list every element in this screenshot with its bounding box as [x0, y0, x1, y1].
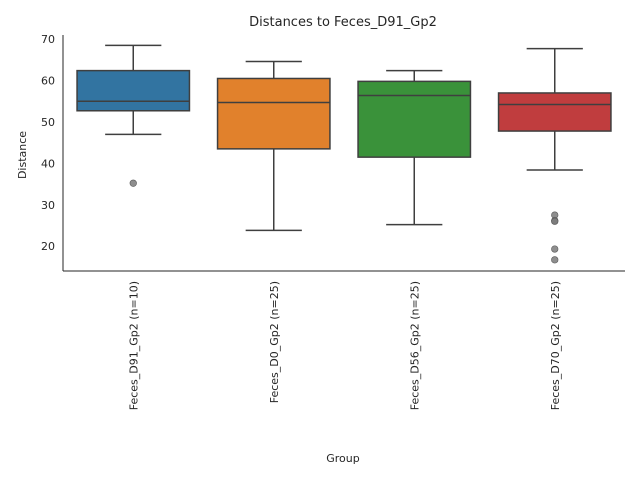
y-tick-label: 30 [41, 199, 55, 212]
y-tick-label: 60 [41, 75, 55, 88]
x-tick-label: Feces_D70_Gp2 (n=25) [549, 281, 562, 410]
plot-area: 20 30 40 50 60 70 Feces_D91_Gp2 (n=10) Feces_D0… [41, 33, 625, 410]
x-tick-label: Feces_D0_Gp2 (n=25) [268, 281, 281, 403]
y-tick-label: 20 [41, 240, 55, 253]
box-1 [216, 77, 331, 150]
x-tick-label: Feces_D56_Gp2 (n=25) [408, 281, 421, 410]
x-tick-label: Feces_D91_Gp2 (n=10) [127, 281, 140, 410]
outlier-point [551, 217, 559, 225]
x-axis-label: Group [326, 452, 360, 465]
y-tick-label: 50 [41, 116, 55, 129]
outlier-point [129, 179, 137, 187]
box-3 [497, 92, 612, 132]
y-tick-label: 40 [41, 157, 55, 170]
box-0 [76, 69, 191, 112]
box-2 [357, 80, 472, 158]
y-tick-label: 70 [41, 33, 55, 46]
outlier-point [551, 245, 559, 253]
y-axis-label: Distance [16, 131, 29, 179]
chart-title: Distances to Feces_D91_Gp2 [249, 15, 437, 30]
outlier-point [551, 256, 559, 264]
